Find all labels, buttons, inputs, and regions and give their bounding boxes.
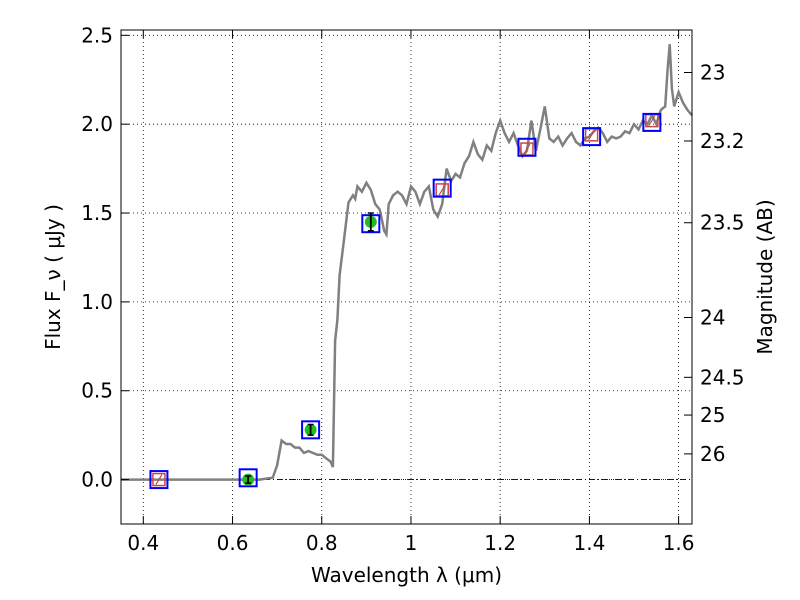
- photometry-point: [517, 137, 537, 157]
- right-tick-label: 23.2: [700, 129, 745, 153]
- x-tick-label: 1: [405, 531, 418, 555]
- photometry-point: [432, 178, 452, 198]
- model-spectrum-line: [121, 44, 693, 481]
- photometry-point: [149, 470, 169, 490]
- model-point-slash: [523, 143, 531, 155]
- grid: [121, 30, 692, 524]
- y-tick-label: 2.5: [81, 23, 113, 47]
- right-tick-label: 23: [700, 60, 725, 84]
- model-markers: [152, 113, 659, 487]
- model-point-slash: [588, 129, 596, 141]
- y-axis-label: Flux F_ν ( μJy ): [41, 204, 65, 350]
- model-point-marker: [152, 472, 166, 487]
- x-tick-label: 1.6: [663, 531, 695, 555]
- right-tick-label: 26: [700, 442, 725, 466]
- photometry-point: [642, 112, 662, 132]
- photometry-markers: [149, 112, 662, 490]
- x-axis-label: Wavelength λ (μm): [311, 563, 502, 587]
- right-magnitude-axis: 23 23.2 23.5 24 24.5 25 26: [684, 60, 745, 466]
- x-tick-label: 1.4: [573, 531, 605, 555]
- y-tick-label: 2.0: [81, 112, 113, 136]
- detection-markers: [242, 212, 377, 486]
- right-tick-label: 25: [700, 403, 725, 427]
- photometry-point: [238, 468, 258, 488]
- y-tick-label: 1.5: [81, 201, 113, 225]
- right-tick-label: 24: [700, 306, 725, 330]
- model-point-slash: [155, 474, 163, 485]
- x-tick-label: 0.4: [127, 531, 159, 555]
- x-tick-label: 0.8: [306, 531, 338, 555]
- photometry-point: [301, 420, 321, 440]
- x-tick-label: 1.2: [484, 531, 516, 555]
- right-tick-label: 24.5: [700, 365, 745, 389]
- y-tick-label: 1.0: [81, 290, 113, 314]
- y-tick-label: 0.0: [81, 468, 113, 492]
- x-axis: 0.4 0.6 0.8 1 1.2 1.4 1.6: [127, 30, 695, 555]
- x-tick-label: 0.6: [217, 531, 249, 555]
- right-axis-label: Magnitude (AB): [753, 199, 777, 354]
- y-axis: 0.0 0.5 1.0 1.5 2.0 2.5: [81, 23, 129, 492]
- model-point-slash: [438, 184, 446, 196]
- model-point-slash: [648, 115, 656, 126]
- photometry-point: [582, 127, 602, 147]
- y-tick-label: 0.5: [81, 379, 113, 403]
- plot-frame: [120, 29, 693, 525]
- right-tick-label: 23.5: [700, 211, 745, 235]
